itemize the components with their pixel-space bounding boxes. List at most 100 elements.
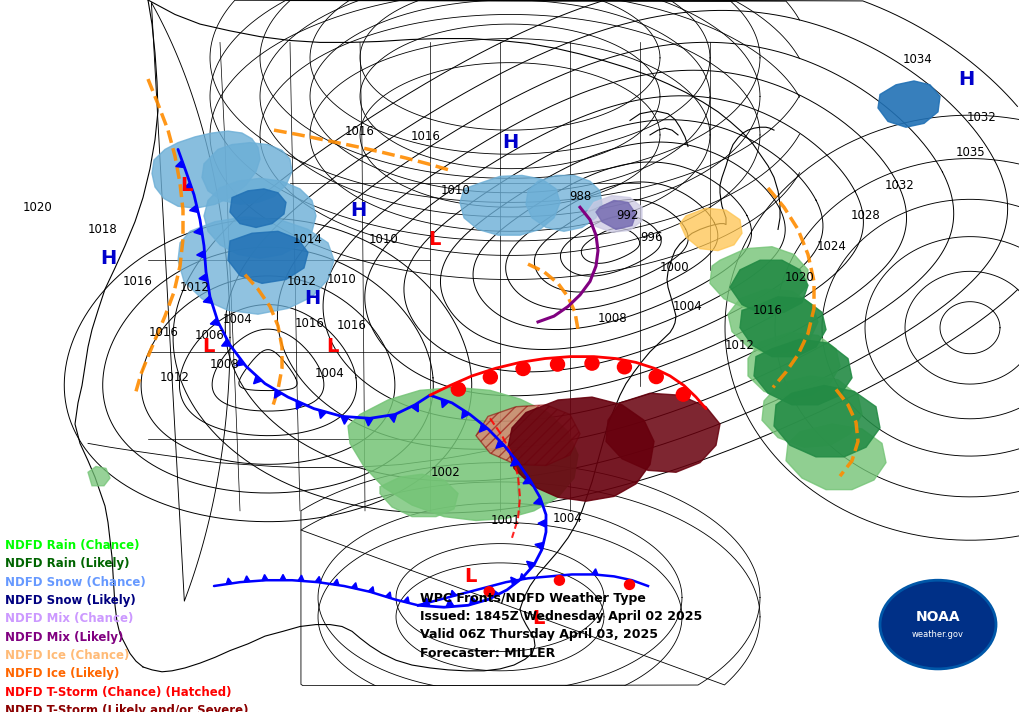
Text: 1018: 1018 xyxy=(88,223,118,236)
Text: 1032: 1032 xyxy=(967,111,997,124)
Polygon shape xyxy=(496,440,504,449)
Text: WPC Fronts/NDFD Weather Type: WPC Fronts/NDFD Weather Type xyxy=(420,592,646,604)
Polygon shape xyxy=(470,596,478,604)
Text: 1004: 1004 xyxy=(674,300,703,313)
Polygon shape xyxy=(389,414,396,422)
Text: 1012: 1012 xyxy=(726,338,755,352)
Text: 1010: 1010 xyxy=(327,273,357,286)
Circle shape xyxy=(451,382,466,396)
Text: 1012: 1012 xyxy=(287,275,317,288)
Polygon shape xyxy=(226,578,232,585)
Polygon shape xyxy=(492,589,499,597)
Text: 1010: 1010 xyxy=(441,184,471,197)
Polygon shape xyxy=(774,385,880,457)
Text: 1001: 1001 xyxy=(491,514,521,527)
Polygon shape xyxy=(280,575,286,580)
Polygon shape xyxy=(411,403,418,412)
Polygon shape xyxy=(385,592,391,598)
Circle shape xyxy=(516,362,530,375)
Polygon shape xyxy=(710,247,808,310)
Polygon shape xyxy=(245,576,250,582)
Text: 1012: 1012 xyxy=(160,372,190,384)
Polygon shape xyxy=(450,590,457,597)
Polygon shape xyxy=(197,251,205,258)
Polygon shape xyxy=(441,399,448,408)
Polygon shape xyxy=(235,358,245,366)
Text: 1002: 1002 xyxy=(431,466,461,478)
Polygon shape xyxy=(476,405,580,466)
Text: 1014: 1014 xyxy=(293,233,323,246)
Text: L: L xyxy=(326,337,338,357)
Polygon shape xyxy=(352,582,358,589)
Polygon shape xyxy=(262,575,268,580)
Polygon shape xyxy=(680,208,742,251)
Text: 1006: 1006 xyxy=(195,329,225,342)
Text: NOAA: NOAA xyxy=(916,610,960,624)
Polygon shape xyxy=(204,178,316,258)
Polygon shape xyxy=(527,561,535,569)
Text: weather.gov: weather.gov xyxy=(912,629,964,639)
Polygon shape xyxy=(592,569,598,575)
Polygon shape xyxy=(422,598,430,606)
Text: 988: 988 xyxy=(569,190,591,203)
Text: 1004: 1004 xyxy=(223,313,253,327)
Polygon shape xyxy=(460,175,560,235)
Polygon shape xyxy=(190,205,199,213)
Text: H: H xyxy=(502,133,518,152)
Polygon shape xyxy=(878,81,940,127)
Polygon shape xyxy=(586,196,642,232)
Text: L: L xyxy=(428,229,440,248)
Polygon shape xyxy=(175,160,184,167)
Text: 992: 992 xyxy=(616,209,639,222)
Circle shape xyxy=(550,357,565,371)
Polygon shape xyxy=(178,217,334,314)
Text: 1035: 1035 xyxy=(955,146,984,159)
Text: H: H xyxy=(350,201,366,219)
Circle shape xyxy=(618,360,632,374)
Text: NDFD Rain (Likely): NDFD Rain (Likely) xyxy=(5,557,129,570)
Text: 1016: 1016 xyxy=(753,304,783,317)
Polygon shape xyxy=(508,397,654,501)
Polygon shape xyxy=(762,376,862,447)
Text: NDFD T-Storm (Chance) (Hatched): NDFD T-Storm (Chance) (Hatched) xyxy=(5,686,231,698)
Polygon shape xyxy=(511,577,519,585)
Polygon shape xyxy=(315,577,321,582)
Circle shape xyxy=(649,370,663,384)
Text: 1012: 1012 xyxy=(180,281,210,294)
Polygon shape xyxy=(203,296,212,303)
Polygon shape xyxy=(535,543,543,550)
Text: 1020: 1020 xyxy=(785,271,815,284)
Polygon shape xyxy=(210,318,219,325)
Text: NDFD Mix (Likely): NDFD Mix (Likely) xyxy=(5,631,123,644)
Text: Valid 06Z Thursday April 03, 2025: Valid 06Z Thursday April 03, 2025 xyxy=(420,629,658,642)
Text: NDFD Rain (Chance): NDFD Rain (Chance) xyxy=(5,539,140,552)
Text: 1010: 1010 xyxy=(369,233,398,246)
Polygon shape xyxy=(740,297,826,357)
Polygon shape xyxy=(526,175,602,231)
Text: NDFD Mix (Chance): NDFD Mix (Chance) xyxy=(5,612,133,625)
Polygon shape xyxy=(297,401,304,409)
Text: L: L xyxy=(464,567,476,586)
Ellipse shape xyxy=(880,580,996,669)
Text: NDFD Ice (Chance): NDFD Ice (Chance) xyxy=(5,649,129,662)
Text: 996: 996 xyxy=(641,231,663,244)
Text: 1008: 1008 xyxy=(597,312,627,325)
Polygon shape xyxy=(88,466,110,486)
Text: 1024: 1024 xyxy=(817,240,847,253)
Polygon shape xyxy=(380,474,458,517)
Polygon shape xyxy=(152,131,260,208)
Polygon shape xyxy=(596,201,636,229)
Circle shape xyxy=(484,587,494,597)
Text: L: L xyxy=(179,176,193,194)
Polygon shape xyxy=(446,599,454,607)
Text: 1004: 1004 xyxy=(553,512,583,525)
Circle shape xyxy=(554,575,565,585)
Polygon shape xyxy=(221,339,230,346)
Polygon shape xyxy=(348,387,578,520)
Polygon shape xyxy=(786,424,886,490)
Polygon shape xyxy=(728,289,818,355)
Text: Forecaster: MILLER: Forecaster: MILLER xyxy=(420,646,555,660)
Text: 1016: 1016 xyxy=(345,125,375,137)
Text: 1016: 1016 xyxy=(149,326,179,339)
Text: NDFD Snow (Likely): NDFD Snow (Likely) xyxy=(5,594,136,607)
